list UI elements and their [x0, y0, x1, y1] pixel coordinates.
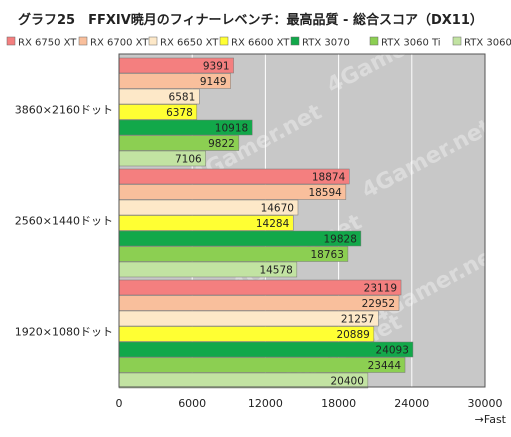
data-label: 10918 [215, 123, 248, 135]
x-tick-label: 30000 [468, 397, 503, 410]
x-axis: 0 6000 12000 18000 24000 30000 [116, 397, 503, 410]
data-label: 23444 [368, 360, 402, 372]
data-label: 14578 [259, 265, 292, 277]
bar [118, 279, 402, 296]
data-label: 22952 [362, 298, 395, 310]
x-tick-label: 18000 [321, 397, 356, 410]
data-label: 14284 [256, 218, 290, 230]
legend-label: RX 6750 XT [18, 38, 77, 49]
bar [118, 310, 379, 327]
data-label: 9149 [200, 76, 227, 88]
legend-label: RX 6650 XT [160, 38, 219, 49]
x-tick-label: 6000 [178, 397, 206, 410]
data-label: 23119 [364, 283, 397, 295]
category-label: 2560×1440ドット [15, 215, 113, 228]
data-label: 21257 [341, 314, 374, 326]
x-axis-label: →Fast [475, 413, 507, 426]
bar [118, 295, 400, 311]
data-label: 18763 [311, 249, 344, 261]
legend-label: RX 6600 XT [231, 38, 290, 49]
data-label: 6378 [166, 107, 193, 119]
legend-swatch [148, 36, 158, 46]
data-label: 6581 [169, 92, 196, 104]
legend: RX 6750 XT RX 6700 XT RX 6650 XT RX 6600 XT… [6, 36, 511, 49]
y-axis: 3860×2160ドット 2560×1440ドット 1920×1080ドット [15, 104, 113, 339]
legend-swatch [369, 36, 379, 46]
legend-swatch [290, 36, 300, 46]
chart-title: グラフ25 FFXIV暁月のフィナーレベンチ：最高品質 - 総合スコア（DX11… [18, 12, 483, 28]
data-label: 7106 [175, 154, 202, 166]
legend-swatch [452, 36, 462, 46]
x-tick-label: 0 [116, 397, 123, 410]
data-label: 9822 [208, 138, 235, 150]
bar [118, 341, 414, 358]
data-label: 19828 [323, 234, 356, 246]
legend-label: RTX 3060 Ti [381, 38, 441, 49]
legend-label: RTX 3070 [302, 38, 350, 49]
legend-swatch [6, 36, 16, 46]
data-label: 9391 [203, 61, 230, 73]
data-label: 18874 [312, 172, 346, 184]
data-label: 18594 [308, 187, 342, 199]
data-label: 14670 [261, 203, 294, 215]
data-label: 20400 [330, 376, 363, 388]
plot-border [118, 53, 486, 388]
legend-swatch [219, 36, 229, 46]
x-tick-label: 12000 [248, 397, 283, 410]
x-tick-label: 24000 [394, 397, 429, 410]
legend-label: RTX 3060 [464, 38, 511, 49]
category-label: 3860×2160ドット [15, 104, 113, 117]
data-label: 20889 [336, 329, 369, 341]
data-label: 24093 [376, 345, 409, 357]
legend-swatch [78, 36, 88, 46]
category-label: 1920×1080ドット [15, 326, 113, 339]
legend-label: RX 6700 XT [90, 38, 149, 49]
bar [118, 357, 406, 373]
